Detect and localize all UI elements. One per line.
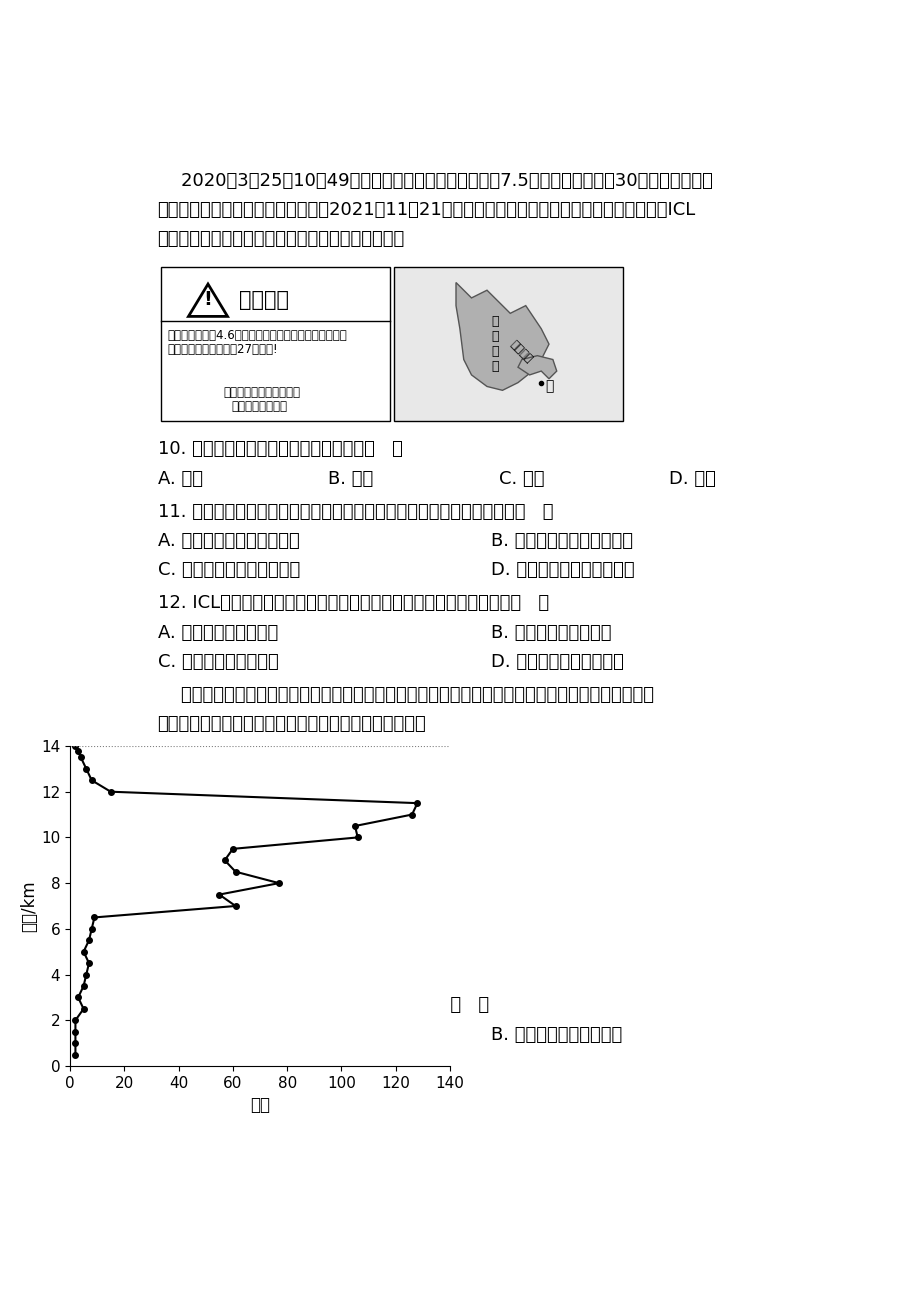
Text: B. 所含臭氧能吸收紫外线: B. 所含臭氧能吸收紫外线 [491, 1026, 621, 1044]
Text: 大陆地震预警中心: 大陆地震预警中心 [231, 400, 287, 413]
Text: A. 地壳: A. 地壳 [157, 470, 202, 488]
Text: !: ! [203, 290, 212, 309]
Text: 甲: 甲 [545, 379, 553, 393]
Bar [162, 267, 390, 421]
Text: 成都市青羊区减灾办公室: 成都市青羊区减灾办公室 [223, 387, 301, 400]
Text: 千岛群岛: 千岛群岛 [508, 339, 534, 365]
X-axis label: 次数: 次数 [250, 1096, 269, 1115]
Bar [393, 267, 622, 421]
Text: D. 外核: D. 外核 [668, 470, 715, 488]
Text: D. 电磁波的波速快于横波: D. 电磁波的波速快于横波 [491, 652, 623, 671]
Text: 飞机短距是指飞机在飞行中遇到乱流而突然出现的忽上忽下、左右接晃及机身振颤现象。图为多年表: 飞机短距是指飞机在飞行中遇到乱流而突然出现的忽上忽下、左右接晃及机身振颤现象。图… [157, 686, 652, 704]
Text: 10. 此次地震的震源位于地球内部圈层的（   ）: 10. 此次地震的震源位于地球内部圈层的（ ） [157, 440, 403, 458]
Text: C. 有水平晃动，无上下颠簸: C. 有水平晃动，无上下颠簸 [157, 561, 300, 579]
Text: A. 直接热源是太阳辐射: A. 直接热源是太阳辐射 [157, 1026, 278, 1044]
Text: D. 有上下颠簸，无水平晃动: D. 有上下颠簸，无水平晃动 [491, 561, 634, 579]
Polygon shape [456, 283, 549, 391]
Text: A. 先水平晃动，后上下颠簸: A. 先水平晃动，后上下颠簸 [157, 533, 299, 549]
Text: 12. ICL地震预警系统能提前发布预警信息，主要跟下面哪个选项有关（   ）: 12. ICL地震预警系统能提前发布预警信息，主要跟下面哪个选项有关（ ） [157, 595, 548, 612]
Text: B. 地幔: B. 地幔 [328, 470, 373, 488]
Polygon shape [517, 355, 556, 379]
Text: C. 横波仅在固体中传播: C. 横波仅在固体中传播 [157, 652, 278, 671]
Y-axis label: 高度/km: 高度/km [20, 880, 39, 932]
Text: B. 先上下颠簸，后水平晃动: B. 先上下颠簸，后水平晃动 [491, 533, 632, 549]
Text: 2020年3月25日10时49分（北京时间）在千岛群岛发生7.5级地震，震源深度30千米，左图示意: 2020年3月25日10时49分（北京时间）在千岛群岛发生7.5级地震，震源深度… [157, 172, 711, 190]
Text: 地震预警系统发出的地震预警。据此完成下面小题。: 地震预警系统发出的地震预警。据此完成下面小题。 [157, 230, 404, 249]
Text: 地震预报: 地震预报 [239, 290, 289, 310]
Text: 13. 关于飞机颠簸多发高度所在大气层，下列说法正确的是（   ）: 13. 关于飞机颠簸多发高度所在大气层，下列说法正确的是（ ） [157, 996, 488, 1014]
Text: C. 内核: C. 内核 [498, 470, 543, 488]
Text: 我国飞机颠簸发生高度平均统计图。据此完成下面小题。: 我国飞机颠簸发生高度平均统计图。据此完成下面小题。 [157, 715, 425, 733]
Text: 11. 地震发生后，正在千岛群岛附近海域航行轮船上的人感受到的震动是（   ）: 11. 地震发生后，正在千岛群岛附近海域航行轮船上的人感受到的震动是（ ） [157, 503, 552, 521]
Text: 甲是此次地震的震中位置。右图示意2021年11月21日我国四川省多地民众通过手机等提前接收到了ICL: 甲是此次地震的震中位置。右图示意2021年11月21日我国四川省多地民众通过手机… [157, 201, 695, 219]
Text: A. 纵波可在气体中传播: A. 纵波可在气体中传播 [157, 624, 278, 642]
Text: 理避险，地震横波还有27秒到达!: 理避险，地震横波还有27秒到达! [167, 342, 278, 355]
Text: 千
岛
半
岛: 千 岛 半 岛 [491, 315, 498, 374]
Text: 四川长宁正发生4.6级左右地震，青羊区震感轻微，请合: 四川长宁正发生4.6级左右地震，青羊区震感轻微，请合 [167, 328, 347, 341]
Text: B. 横波的波速快于纵波: B. 横波的波速快于纵波 [491, 624, 611, 642]
